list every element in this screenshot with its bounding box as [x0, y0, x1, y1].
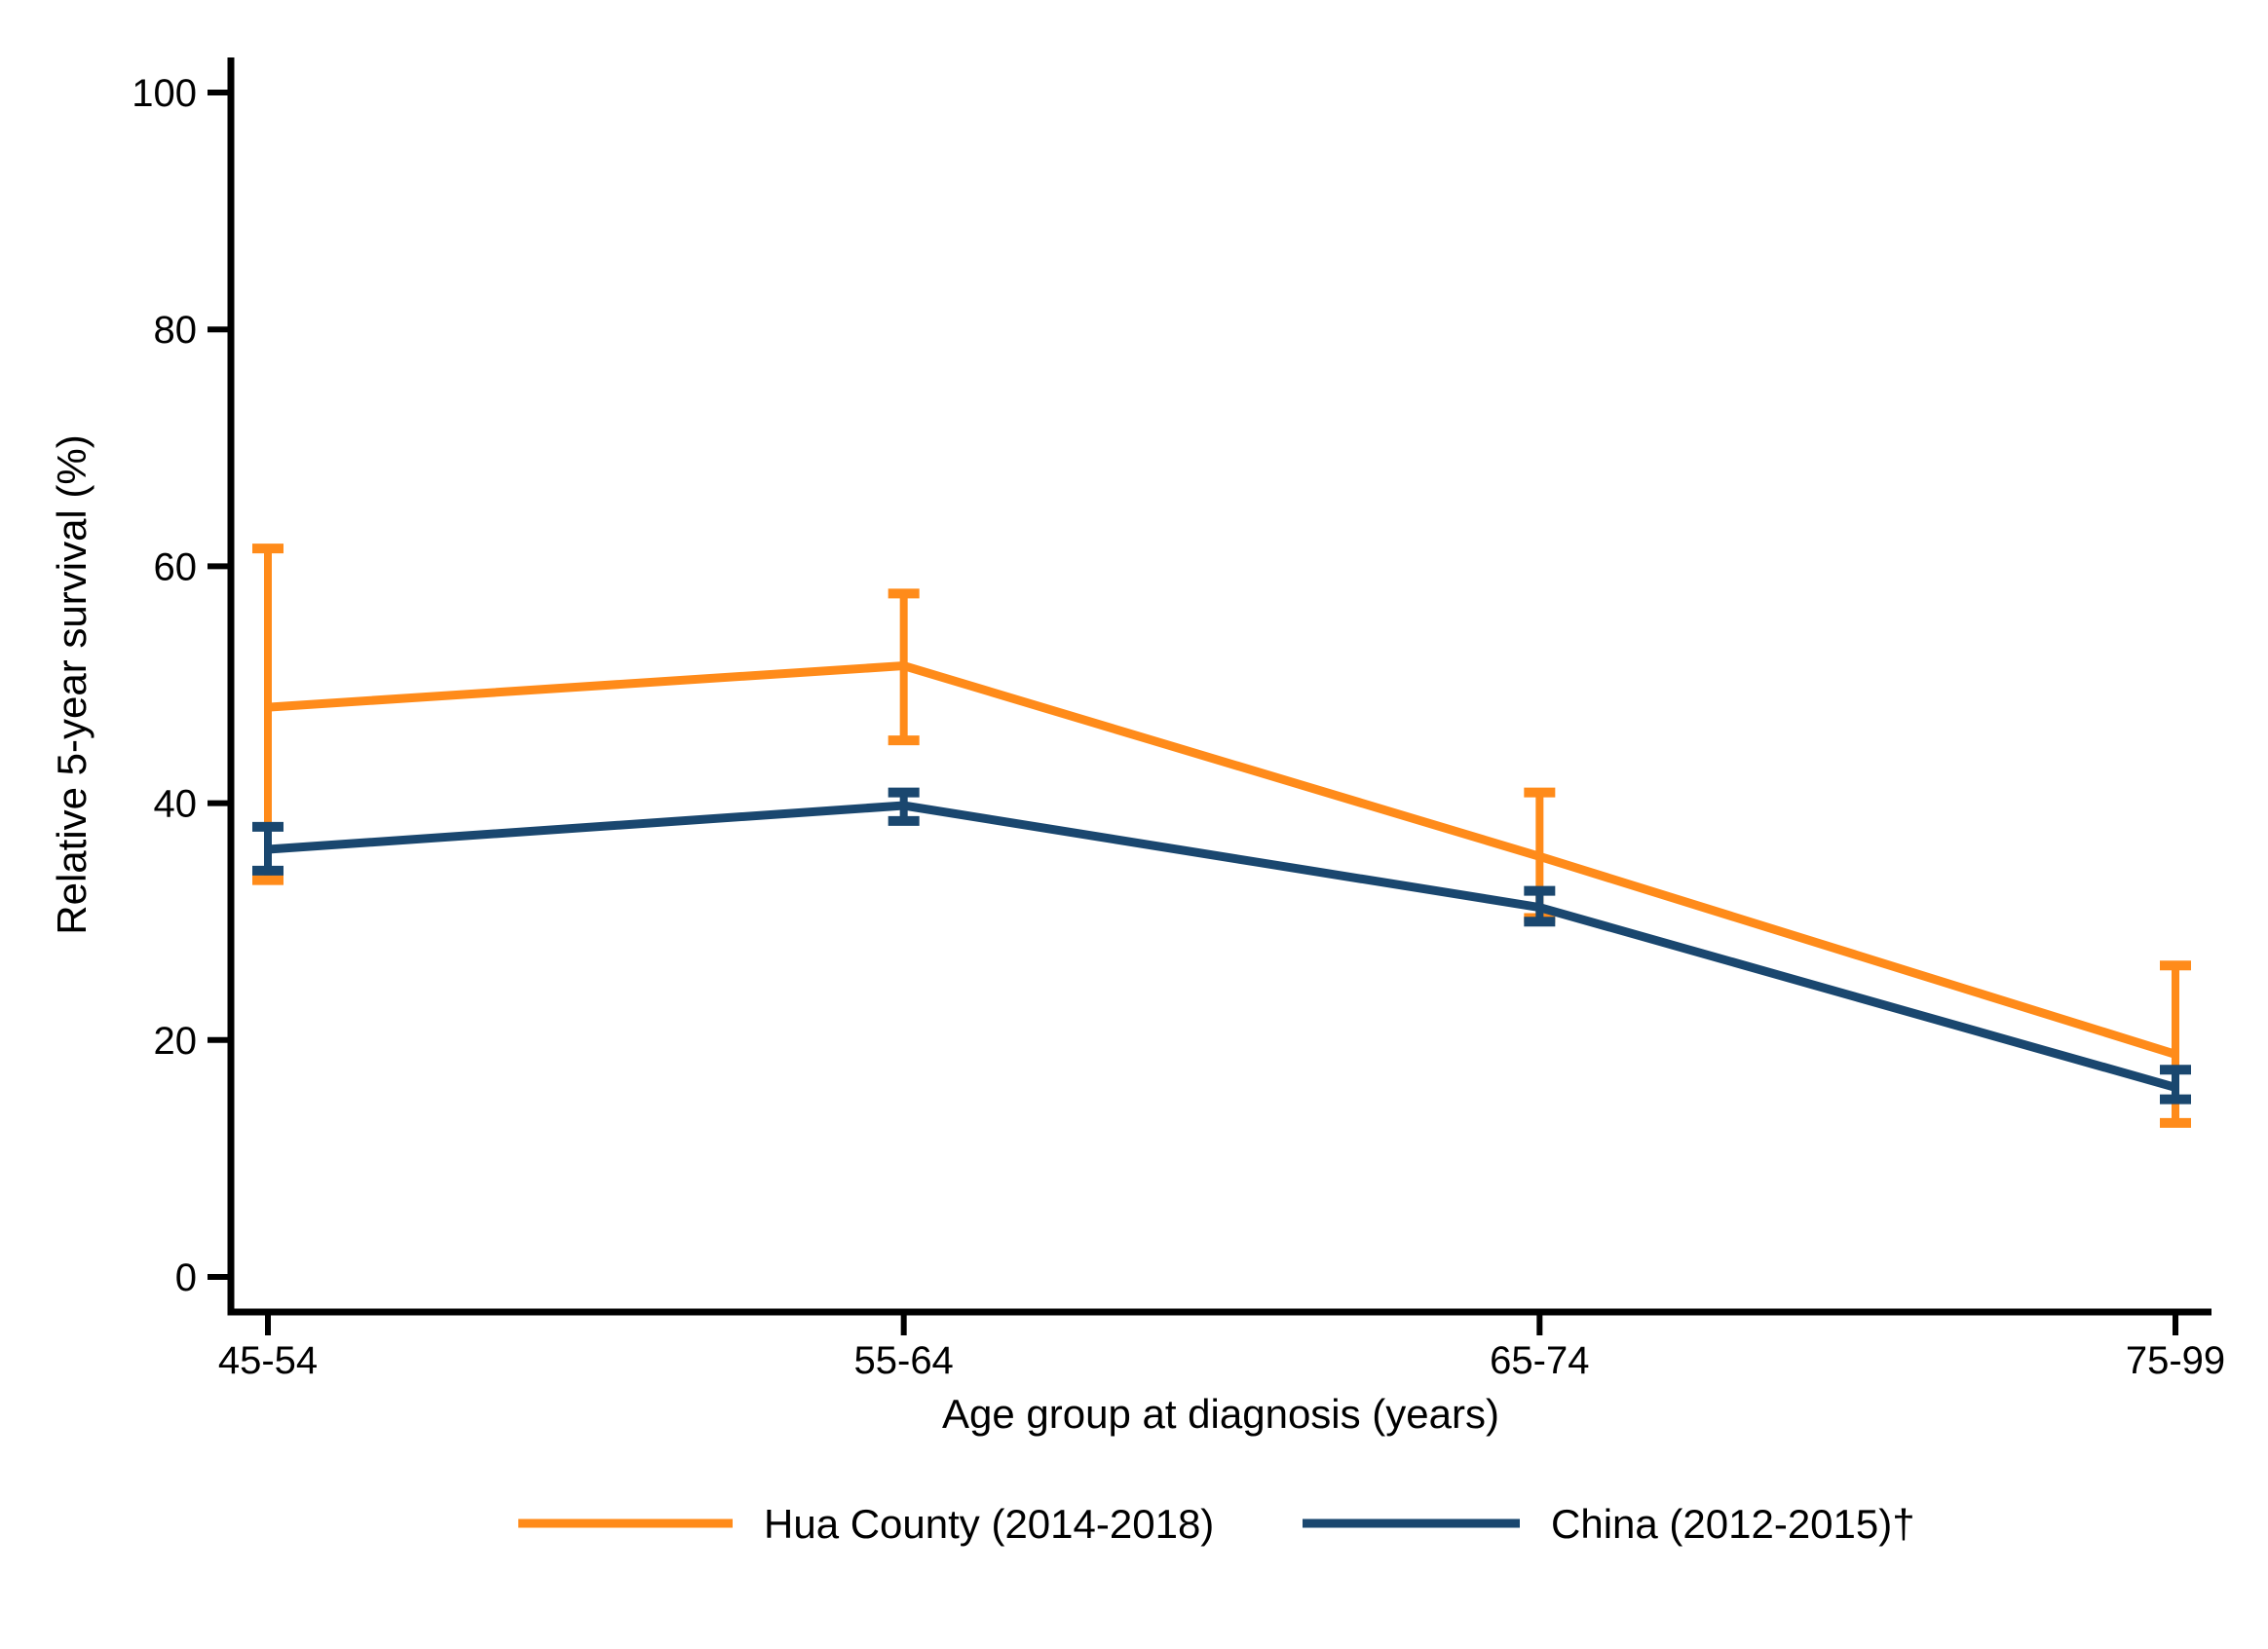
legend-label-china: China (2012-2015)†	[1551, 1501, 1915, 1547]
x-tick-label: 45-54	[218, 1339, 318, 1382]
y-tick-label: 0	[175, 1256, 197, 1299]
x-tick-label: 55-64	[854, 1339, 954, 1382]
series-line-hua-county-2014-2018	[267, 661, 2177, 1059]
x-axis-title: Age group at diagnosis (years)	[942, 1391, 1499, 1437]
x-tick-label: 65-74	[1490, 1339, 1589, 1382]
y-axis-title: Relative 5-year survival (%)	[49, 434, 94, 934]
y-tick-label: 40	[154, 783, 198, 826]
plot-area: 0 20 40 60 80 100 45-54 55-64 65-74 75-99	[132, 57, 2225, 1382]
legend-label-hua-county: Hua County (2014-2018)	[764, 1501, 1214, 1547]
legend: Hua County (2014-2018) China (2012-2015)…	[518, 1501, 1915, 1547]
y-tick-label: 60	[154, 545, 198, 588]
y-tick-label: 100	[132, 72, 197, 115]
y-tick-label: 80	[154, 309, 198, 352]
series-line-china-2012-2015	[267, 801, 2177, 1092]
x-tick-label: 75-99	[2126, 1339, 2225, 1382]
y-tick-label: 20	[154, 1020, 198, 1063]
